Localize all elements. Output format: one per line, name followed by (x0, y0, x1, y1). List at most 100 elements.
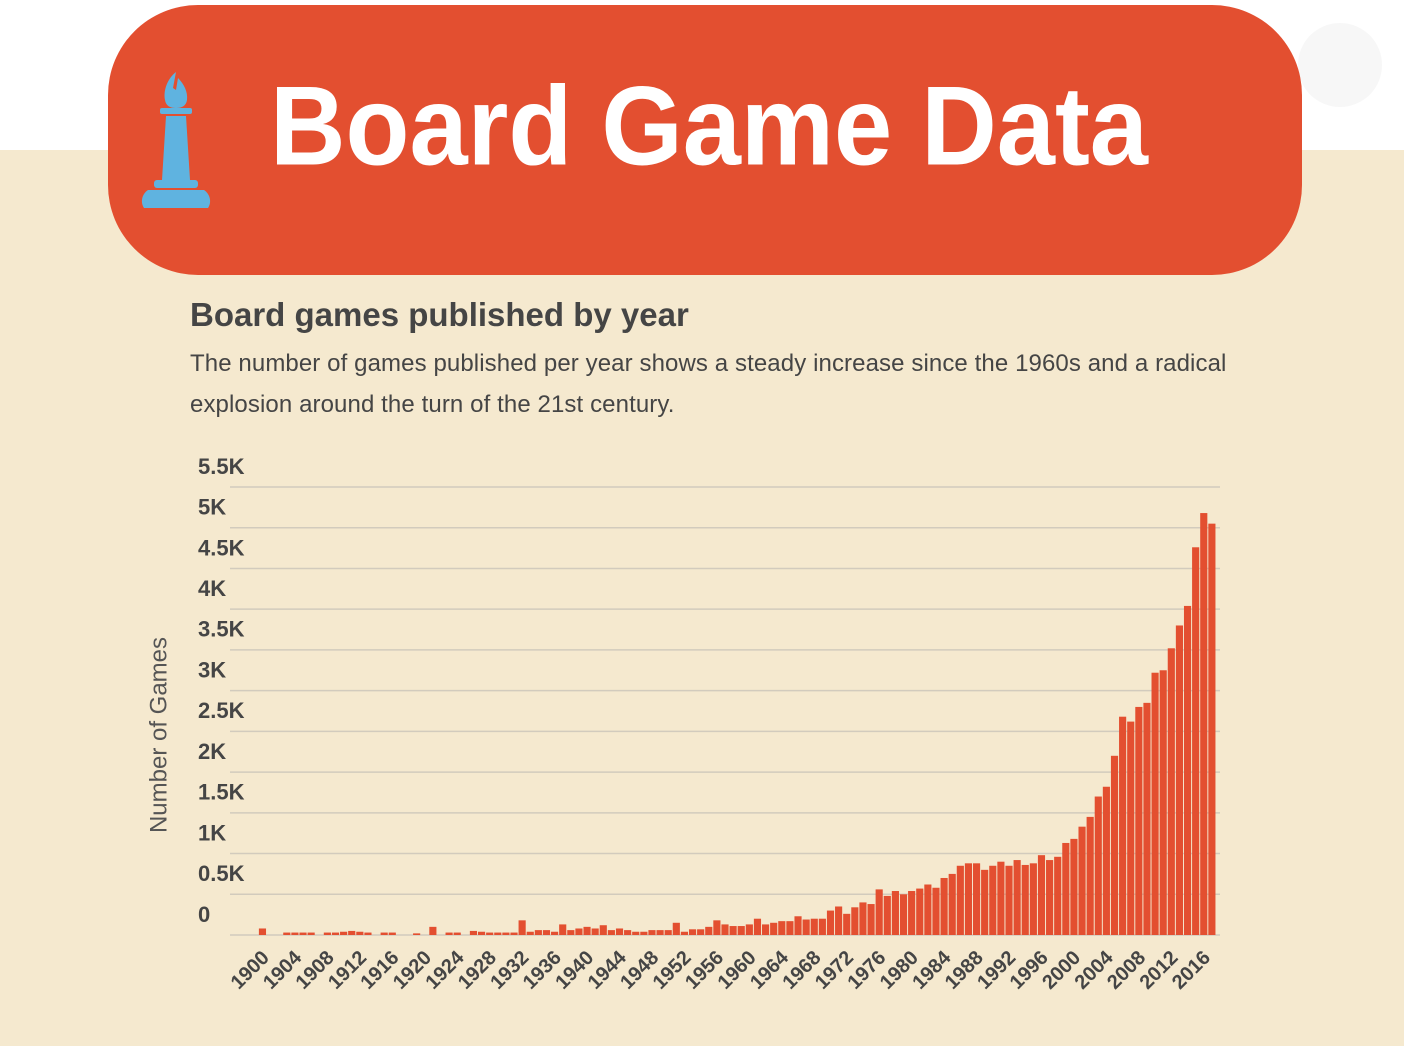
bar (1046, 860, 1054, 935)
bar (1175, 625, 1183, 935)
bar (607, 930, 615, 935)
bar (364, 932, 372, 935)
bar (469, 930, 478, 935)
bar (705, 926, 713, 935)
bar (680, 931, 688, 935)
bar (1029, 863, 1037, 935)
bar (770, 922, 778, 935)
bar (713, 920, 721, 935)
bar (624, 930, 632, 935)
bar (388, 932, 396, 935)
bar (413, 933, 421, 935)
bar (729, 926, 737, 935)
bar (1037, 855, 1046, 935)
bar (486, 932, 494, 935)
bar (745, 924, 753, 935)
bar (883, 895, 891, 935)
bar (1200, 513, 1208, 935)
y-tick-label: 0 (198, 902, 210, 927)
bar (1208, 523, 1216, 935)
bishop-icon (141, 72, 211, 208)
bar (1062, 842, 1070, 935)
y-tick-label: 0.5K (198, 861, 245, 886)
bar (818, 918, 826, 935)
bar (526, 931, 534, 935)
y-tick-label: 5.5K (198, 454, 245, 479)
bar (583, 926, 591, 935)
bar (518, 920, 526, 935)
bar (575, 928, 583, 935)
bar (697, 929, 705, 935)
x-tick-label: 2016 (1168, 947, 1215, 994)
bar (972, 863, 981, 935)
bar (948, 873, 956, 935)
bar (356, 931, 364, 935)
bar (1070, 838, 1078, 935)
bar (664, 930, 672, 935)
bar (810, 918, 818, 935)
bar (932, 887, 940, 935)
chart-title: Board games published by year (190, 296, 689, 333)
bar (1127, 721, 1135, 935)
bar (875, 889, 883, 935)
bar (494, 932, 502, 935)
page-title: Board Game Data (270, 64, 1149, 189)
bar (1086, 816, 1094, 935)
bar (323, 932, 331, 935)
bar (843, 913, 851, 935)
bar (283, 932, 291, 935)
y-tick-label: 3.5K (198, 617, 245, 642)
bar (1167, 648, 1175, 935)
bar (688, 929, 697, 935)
bar (916, 888, 924, 935)
bar (445, 932, 453, 935)
bar (924, 884, 932, 935)
bar (1078, 826, 1086, 935)
bar (291, 932, 299, 935)
bar (721, 924, 729, 935)
bar (1005, 865, 1013, 935)
bar (615, 928, 624, 935)
y-tick-label: 1.5K (198, 780, 245, 805)
bar (502, 932, 510, 935)
banner (108, 5, 1302, 275)
y-tick-label: 1K (198, 820, 226, 845)
bar (794, 916, 802, 935)
bar (348, 930, 356, 935)
bar (591, 928, 599, 935)
y-axis-label: Number of Games (145, 637, 172, 833)
bar (778, 921, 786, 935)
y-tick-label: 5K (198, 495, 226, 520)
bar (786, 921, 794, 935)
bar (534, 930, 542, 935)
y-tick-label: 4K (198, 576, 226, 601)
bar (826, 910, 835, 935)
bar (1094, 796, 1102, 935)
bar (1102, 786, 1110, 935)
bar (891, 891, 899, 935)
bar (672, 922, 680, 935)
bar (867, 904, 875, 935)
bar (656, 930, 664, 935)
chart-subtitle: The number of games published per year s… (190, 350, 1227, 418)
bar (1159, 670, 1167, 935)
bar (989, 865, 997, 935)
bar (429, 926, 437, 935)
bar (1151, 672, 1159, 935)
bar (1143, 702, 1151, 935)
bar (453, 932, 461, 935)
bar (859, 902, 867, 935)
bar (940, 877, 948, 935)
bar (510, 932, 518, 935)
bar (964, 863, 973, 935)
bar (1110, 755, 1119, 935)
bar (908, 891, 916, 935)
bar (802, 919, 810, 935)
bar (1013, 860, 1021, 935)
bar (331, 932, 340, 935)
y-tick-label: 2.5K (198, 698, 245, 723)
bar (542, 930, 551, 935)
bar (307, 932, 315, 935)
